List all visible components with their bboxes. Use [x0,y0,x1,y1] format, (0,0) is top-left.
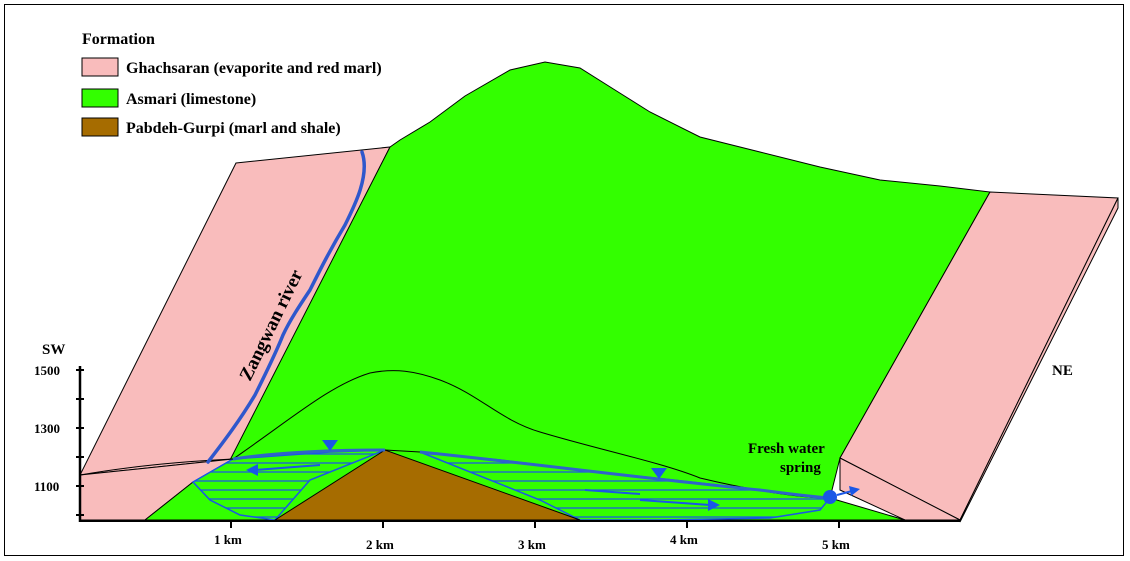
y-tick-label-1500: 1500 [34,363,60,378]
legend-label-pabdeh: Pabdeh-Gurpi (marl and shale) [126,120,341,137]
spring-label-line2: spring [780,460,821,476]
y-tick-label-1300: 1300 [34,421,60,436]
spring-icon [823,490,837,504]
spring-arrow [836,486,860,496]
spring-label-line1: Fresh water [748,441,825,457]
x-tick-label-3km: 3 km [518,537,546,552]
legend-swatch-asmari [81,88,119,108]
x-tick-label-1km: 1 km [214,532,242,547]
legend-swatch-pabdeh [81,117,119,137]
water-table-left [232,448,386,461]
anticline-outline [232,370,831,499]
x-tick-label-5km: 5 km [822,537,850,552]
aquifer-right-hatch [420,452,830,520]
flow-arrow-right-1 [584,489,641,495]
legend-label-ghachsaran: Ghachsaran (evaporite and red marl) [126,60,382,77]
figure-frame [4,4,1124,556]
zangwan-river [206,150,366,464]
water-table-marker-right [651,468,667,479]
legend-label-asmari: Asmari (limestone) [126,91,256,108]
legend-title: Formation [82,31,155,48]
aquifer-left-hatch [193,450,385,520]
ne-label: NE [1052,363,1073,379]
legend-swatch-ghachsaran [81,57,119,77]
flow-arrow-left [246,464,321,476]
surface-trace [79,458,234,476]
water-table-right [419,450,831,500]
y-tick-label-1100: 1100 [34,479,59,494]
sw-label: SW [42,342,65,358]
x-tick-label-4km: 4 km [670,532,698,547]
x-tick-label-2km: 2 km [366,537,394,552]
flow-arrow-right-2 [639,499,720,511]
water-table-marker-left [322,440,338,451]
